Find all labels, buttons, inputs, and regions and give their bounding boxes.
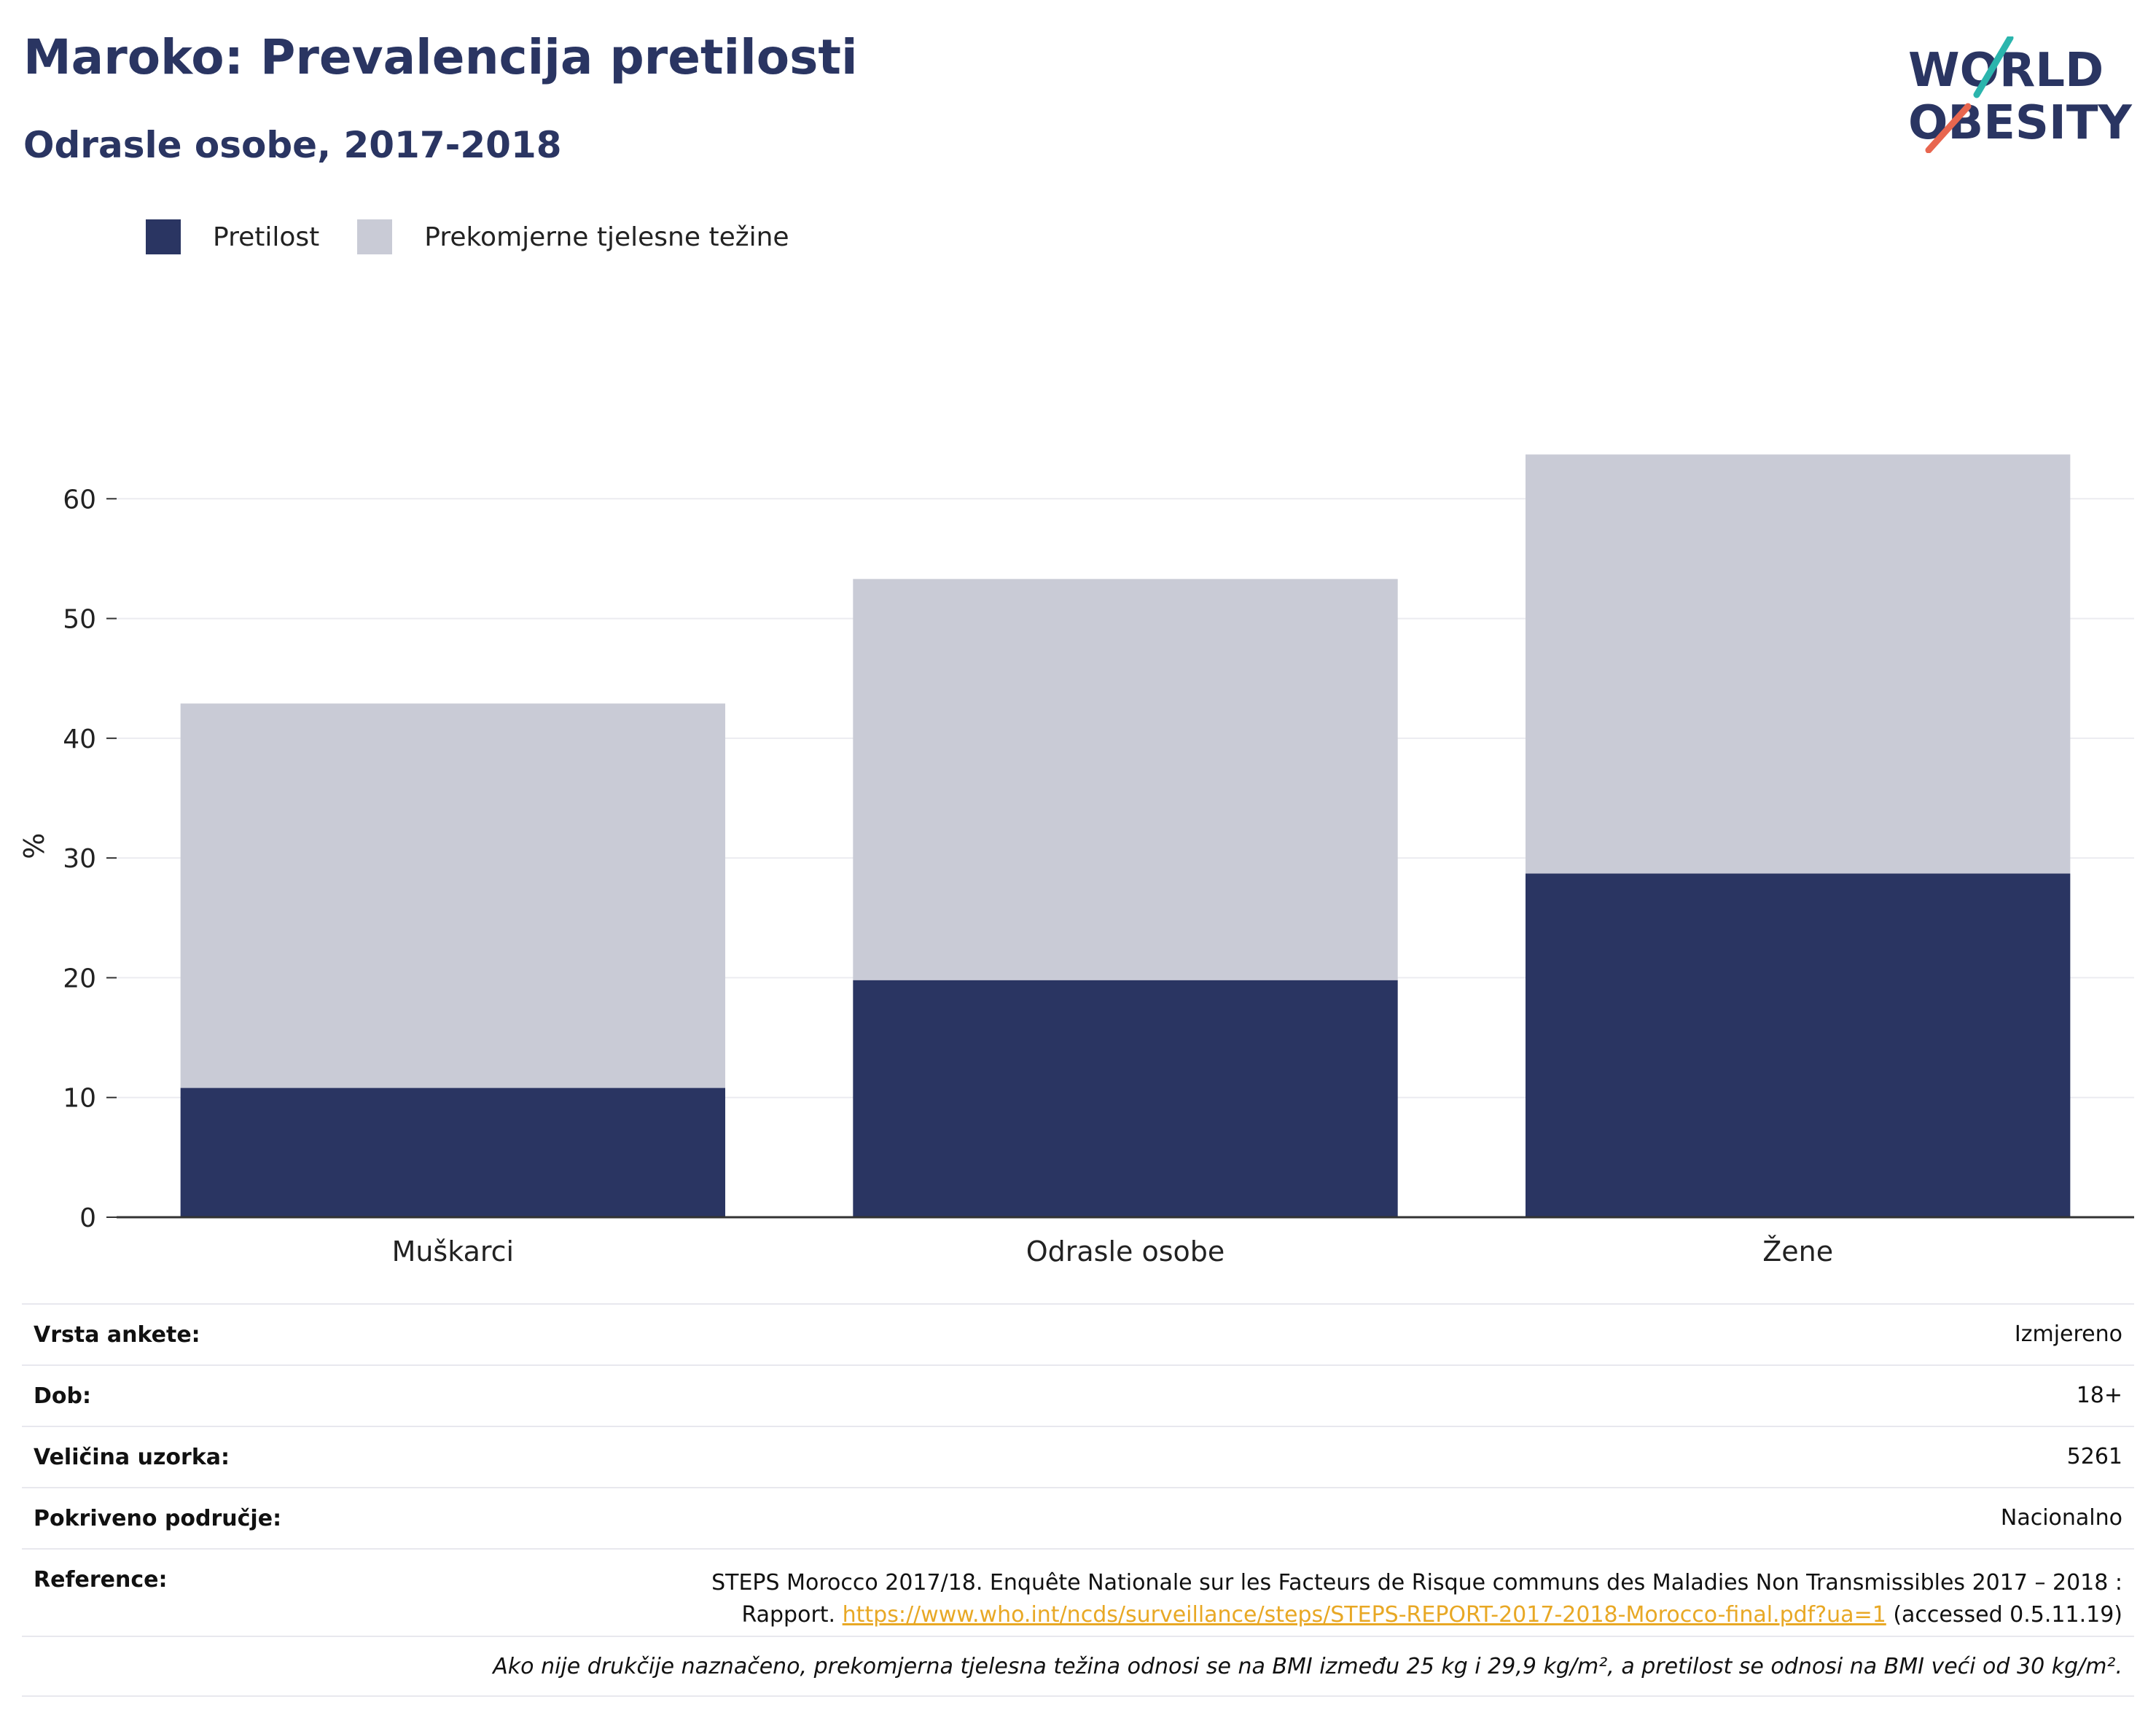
- y-tick-label: 10: [63, 1084, 96, 1114]
- reference-line2-suffix: (accessed 0.5.11.19): [1886, 1602, 2122, 1628]
- x-tick-label: Odrasle osobe: [1026, 1235, 1225, 1268]
- bar-obesity: [853, 980, 1398, 1217]
- info-row-sample-size: Veličina uzorka: 5261: [22, 1426, 2134, 1487]
- legend-label-overweight: Prekomjerne tjelesne težine: [424, 222, 789, 252]
- info-value: 18+: [2076, 1383, 2122, 1408]
- info-key: Vrsta ankete:: [34, 1321, 200, 1348]
- survey-info-table: Vrsta ankete: Izmjereno Dob: 18+ Veličin…: [22, 1303, 2134, 1697]
- y-axis-label: %: [18, 833, 50, 859]
- info-row-coverage: Pokriveno područje: Nacionalno: [22, 1487, 2134, 1548]
- legend-swatch-overweight: [357, 219, 393, 254]
- bar-overweight: [180, 703, 726, 1088]
- x-tick-label: Žene: [1762, 1235, 1833, 1268]
- info-value: Nacionalno: [2000, 1505, 2122, 1531]
- info-value: Izmjereno: [2014, 1321, 2122, 1347]
- legend-item-overweight: Prekomjerne tjelesne težine: [357, 219, 789, 254]
- info-row-age: Dob: 18+: [22, 1364, 2134, 1426]
- legend-swatch-obesity: [146, 219, 181, 254]
- info-row-survey-type: Vrsta ankete: Izmjereno: [22, 1303, 2134, 1364]
- x-tick-label: Muškarci: [392, 1235, 515, 1268]
- reference-link[interactable]: https://www.who.int/ncds/surveillance/st…: [842, 1602, 1886, 1628]
- y-tick-label: 0: [79, 1203, 96, 1233]
- logo-slash-coral: [1925, 103, 1972, 153]
- logo-line2: OBESITY: [1908, 96, 2132, 150]
- reference-line1: STEPS Morocco 2017/18. Enquête Nationale…: [711, 1570, 2122, 1596]
- legend-item-obesity: Pretilost: [146, 219, 319, 254]
- bar-obesity: [1525, 873, 2071, 1217]
- info-key: Pokriveno područje:: [34, 1505, 282, 1531]
- y-tick-label: 60: [63, 485, 96, 515]
- chart-subtitle: Odrasle osobe, 2017-2018: [23, 124, 562, 166]
- bar-overweight: [1525, 454, 2071, 874]
- info-row-reference: Reference: STEPS Morocco 2017/18. Enquêt…: [22, 1548, 2134, 1636]
- logo-slash-teal: [1973, 36, 2014, 98]
- y-tick-label: 40: [63, 725, 96, 754]
- y-tick-label: 50: [63, 605, 96, 635]
- info-key: Veličina uzorka:: [34, 1444, 230, 1470]
- stacked-bar-chart: 0 10 20 30 40 50 60% Muškarci Odrasle osobe Žene: [18, 454, 2134, 1268]
- legend-label-obesity: Pretilost: [213, 222, 320, 252]
- info-value: 5261: [2066, 1444, 2122, 1469]
- logo-line1: WORLD: [1908, 44, 2104, 98]
- world-obesity-logo: WORLD OBESITY: [1908, 36, 2132, 153]
- y-tick-label: 20: [63, 964, 96, 993]
- bar-obesity: [180, 1087, 726, 1217]
- info-key: Reference:: [34, 1567, 168, 1593]
- reference-line2-prefix: Rapport.: [741, 1602, 843, 1628]
- y-tick-label: 30: [63, 844, 96, 874]
- chart-legend: Pretilost Prekomjerne tjelesne težine: [146, 219, 827, 255]
- definition-note: Ako nije drukčije naznačeno, prekomjerna…: [22, 1636, 2134, 1697]
- info-key: Dob:: [34, 1383, 91, 1409]
- bar-overweight: [853, 579, 1398, 980]
- reference-text: STEPS Morocco 2017/18. Enquête Nationale…: [711, 1567, 2122, 1631]
- chart-title: Maroko: Prevalencija pretilosti: [23, 29, 858, 85]
